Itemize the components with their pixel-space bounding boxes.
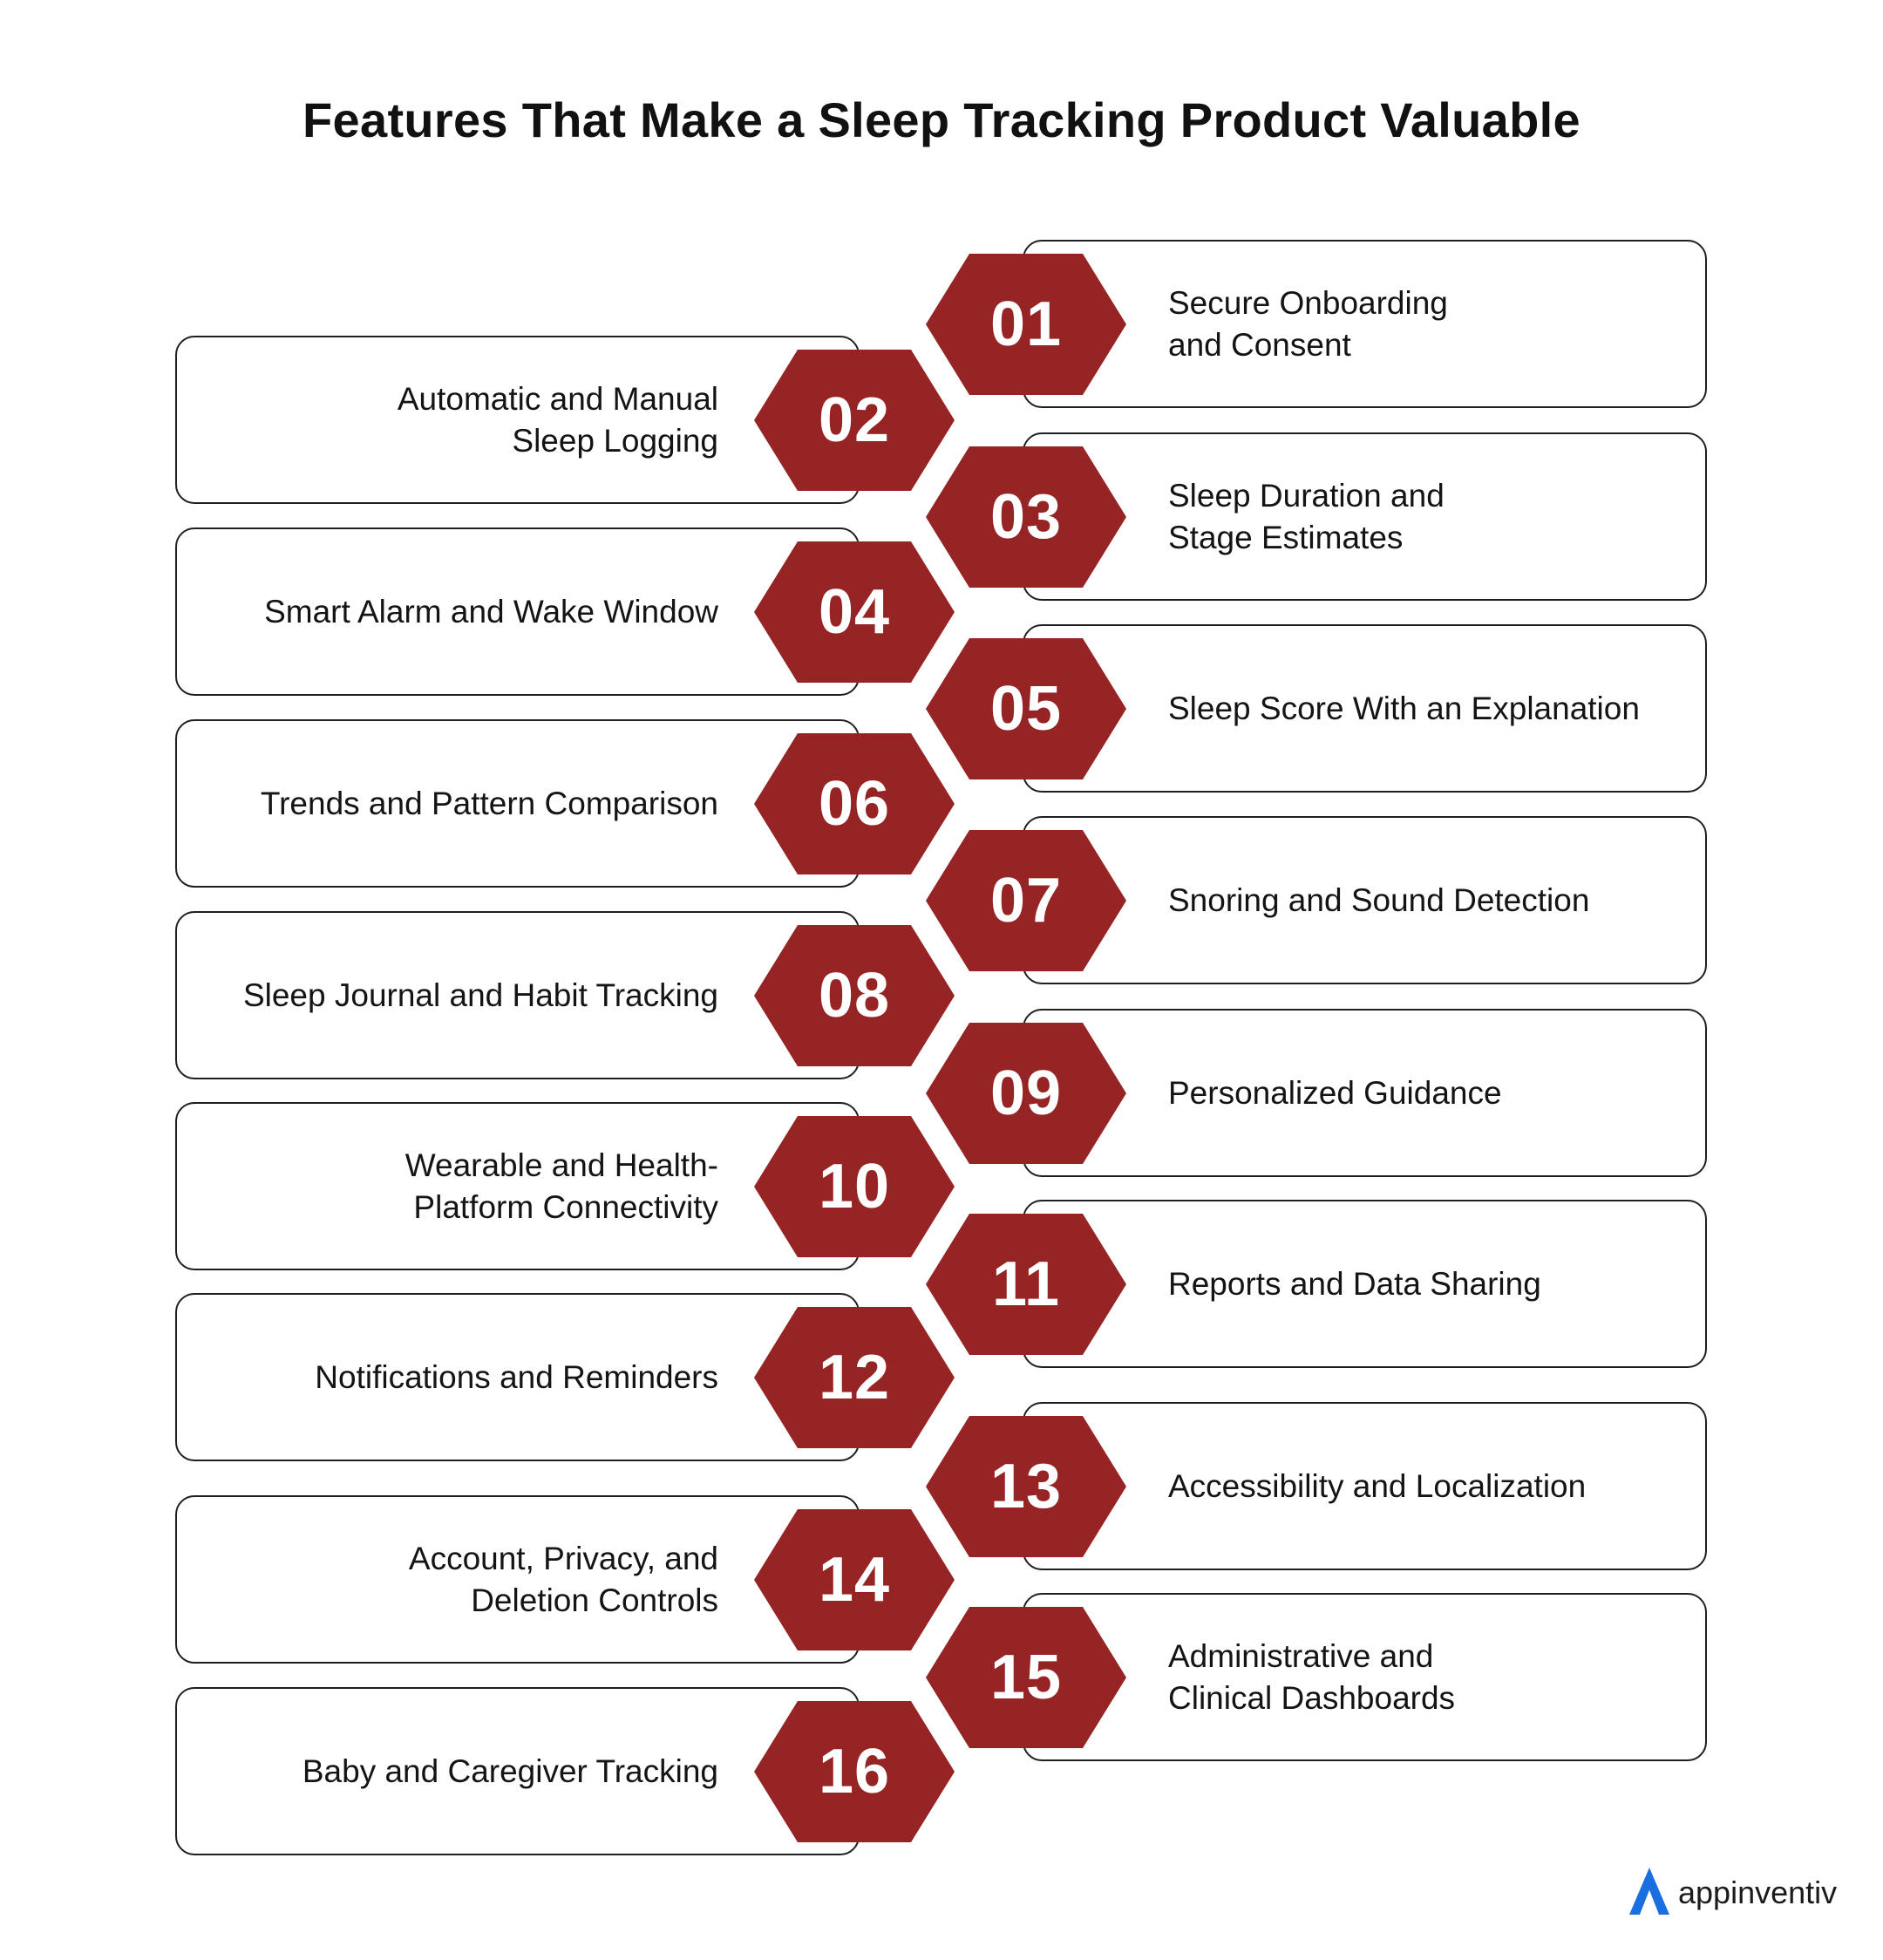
feature-hexagon-11: 11 [926, 1213, 1126, 1355]
brand-logo: appinventiv [1626, 1866, 1837, 1920]
feature-label: Accessibility and Localization [1168, 1467, 1587, 1504]
feature-number: 12 [818, 1342, 891, 1412]
feature-card-06: Trends and Pattern Comparison [175, 719, 860, 888]
appinventiv-logo-icon [1626, 1864, 1673, 1923]
feature-card-08: Sleep Journal and Habit Tracking [175, 911, 860, 1079]
feature-hexagon-12: 12 [754, 1306, 955, 1448]
feature-number: 16 [818, 1736, 891, 1807]
feature-number: 11 [991, 1249, 1061, 1319]
feature-label: Wearable and Health- Platform Connectivi… [404, 1147, 718, 1225]
feature-number: 10 [818, 1151, 891, 1222]
feature-hexagon-08: 08 [754, 924, 955, 1066]
feature-card-01: Secure Onboarding and Consent [1023, 240, 1707, 408]
feature-card-09: Personalized Guidance [1023, 1009, 1707, 1177]
feature-hexagon-15: 15 [926, 1606, 1126, 1748]
feature-label: Baby and Caregiver Tracking [302, 1752, 718, 1789]
feature-hexagon-14: 14 [754, 1508, 955, 1650]
feature-number: 05 [989, 673, 1063, 744]
feature-number: 07 [989, 865, 1063, 936]
feature-card-04: Smart Alarm and Wake Window [175, 527, 860, 696]
feature-hexagon-06: 06 [754, 732, 955, 875]
feature-number: 14 [818, 1544, 891, 1615]
feature-hexagon-13: 13 [926, 1415, 1126, 1557]
feature-label: Sleep Score With an Explanation [1168, 690, 1640, 726]
feature-hexagon-10: 10 [754, 1115, 955, 1257]
feature-hexagon-07: 07 [926, 829, 1126, 971]
feature-hexagon-05: 05 [926, 637, 1126, 779]
logo-text: appinventiv [1678, 1875, 1838, 1910]
feature-number: 06 [818, 768, 891, 839]
feature-card-02: Automatic and Manual Sleep Logging [175, 336, 860, 504]
feature-number: 08 [818, 960, 891, 1031]
feature-card-11: Reports and Data Sharing [1023, 1200, 1707, 1368]
feature-hexagon-04: 04 [754, 541, 955, 683]
feature-hexagon-02: 02 [754, 349, 955, 491]
feature-label: Sleep Duration and Stage Estimates [1168, 477, 1445, 555]
feature-number: 13 [989, 1451, 1063, 1521]
feature-number: 02 [818, 385, 891, 455]
feature-label: Snoring and Sound Detection [1168, 881, 1590, 918]
feature-hexagon-16: 16 [754, 1700, 955, 1842]
feature-number: 03 [989, 481, 1063, 552]
feature-label: Smart Alarm and Wake Window [264, 593, 718, 630]
feature-label: Notifications and Reminders [315, 1358, 718, 1395]
feature-card-15: Administrative and Clinical Dashboards [1023, 1593, 1707, 1761]
feature-number: 04 [818, 576, 891, 647]
feature-card-03: Sleep Duration and Stage Estimates [1023, 432, 1707, 601]
feature-label: Personalized Guidance [1168, 1074, 1502, 1111]
feature-label: Sleep Journal and Habit Tracking [242, 977, 718, 1013]
feature-card-05: Sleep Score With an Explanation [1023, 624, 1707, 793]
feature-number: 01 [989, 289, 1063, 359]
feature-hexagon-01: 01 [926, 253, 1126, 395]
feature-card-14: Account, Privacy, and Deletion Controls [175, 1495, 860, 1664]
feature-card-13: Accessibility and Localization [1023, 1402, 1707, 1570]
feature-card-12: Notifications and Reminders [175, 1293, 860, 1461]
feature-card-16: Baby and Caregiver Tracking [175, 1687, 860, 1855]
feature-number: 09 [989, 1058, 1063, 1128]
feature-label: Automatic and Manual Sleep Logging [397, 380, 718, 459]
feature-label: Administrative and Clinical Dashboards [1168, 1637, 1456, 1716]
feature-label: Trends and Pattern Comparison [260, 785, 718, 821]
page-title: Features That Make a Sleep Tracking Prod… [303, 92, 1580, 147]
feature-card-10: Wearable and Health- Platform Connectivi… [175, 1102, 860, 1270]
feature-label: Reports and Data Sharing [1168, 1265, 1541, 1302]
feature-number: 15 [989, 1642, 1063, 1712]
feature-label: Account, Privacy, and Deletion Controls [408, 1540, 718, 1618]
feature-hexagon-03: 03 [926, 446, 1126, 588]
feature-label: Secure Onboarding and Consent [1168, 284, 1448, 363]
feature-hexagon-09: 09 [926, 1022, 1126, 1164]
